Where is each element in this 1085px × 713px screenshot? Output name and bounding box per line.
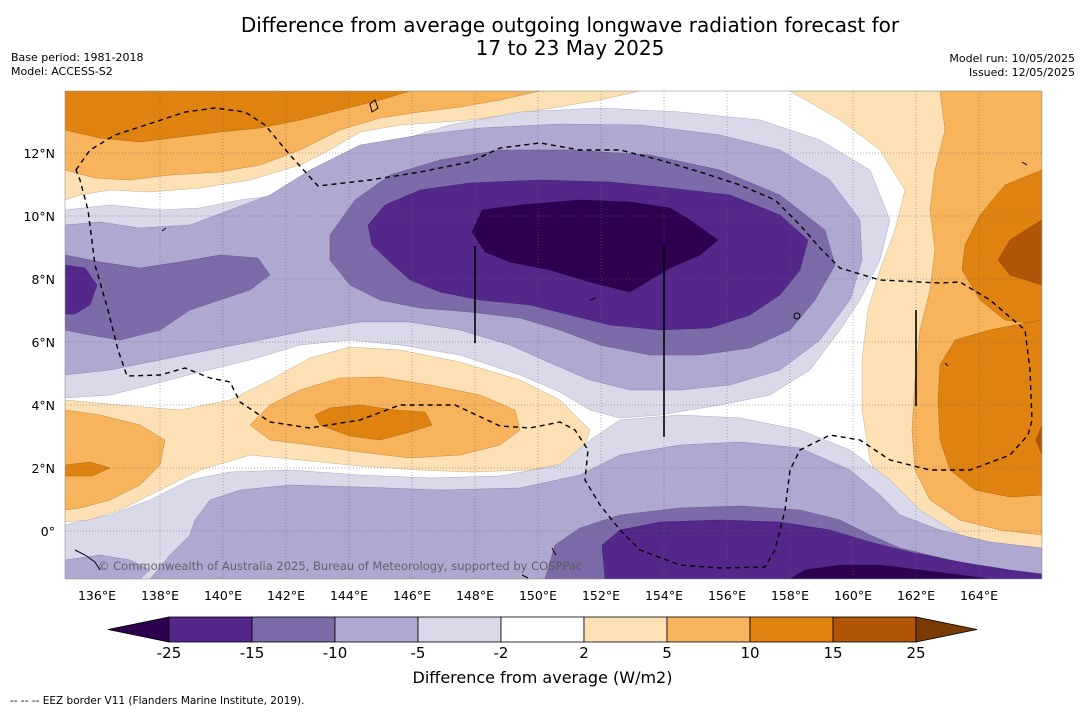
positive-anomaly-west-10 bbox=[65, 461, 111, 477]
lon-label: 164°E bbox=[960, 588, 998, 603]
colorbar-segment bbox=[583, 616, 668, 643]
colorbar-segment bbox=[251, 616, 336, 643]
lon-label: 146°E bbox=[393, 588, 431, 603]
colorbar bbox=[107, 616, 978, 643]
lon-label: 162°E bbox=[897, 588, 935, 603]
model-run: Model run: 10/05/2025 bbox=[949, 52, 1075, 65]
base-period: Base period: 1981-2018 bbox=[11, 51, 144, 64]
cb-tick-label: -10 bbox=[322, 644, 348, 662]
negative-anomaly-south-25 bbox=[789, 564, 991, 579]
model-name: Model: ACCESS-S2 bbox=[11, 65, 113, 78]
lon-label: 150°E bbox=[519, 588, 557, 603]
land-features bbox=[74, 99, 1028, 579]
cb-tick-label: -5 bbox=[410, 644, 426, 662]
positive-anomaly-northwest-10 bbox=[65, 91, 411, 143]
meta-left: Base period: 1981-2018 Model: ACCESS-S2 bbox=[11, 51, 143, 79]
negative-anomaly-southwest bbox=[65, 554, 151, 579]
copyright-credit: © Commonwealth of Australia 2025, Bureau… bbox=[98, 559, 582, 573]
lon-label: 142°E bbox=[267, 588, 305, 603]
lon-label: 136°E bbox=[78, 588, 116, 603]
longitude-labels: 136°E 138°E 140°E 142°E 144°E 146°E 148°… bbox=[78, 588, 998, 603]
colorbar-segment bbox=[500, 616, 585, 643]
negative-anomaly-north-25 bbox=[471, 199, 719, 293]
anomaly-field: © Commonwealth of Australia 2025, Bureau… bbox=[65, 91, 1042, 579]
title-line-1: Difference from average outgoing longwav… bbox=[240, 13, 900, 37]
cb-tick-label: 5 bbox=[662, 644, 672, 662]
negative-anomaly-west-15 bbox=[65, 264, 98, 315]
title-line-2: 17 to 23 May 2025 bbox=[475, 36, 665, 60]
cb-tick-label: -2 bbox=[493, 644, 509, 662]
lon-label: 148°E bbox=[456, 588, 494, 603]
lat-label: 6°N bbox=[31, 335, 55, 350]
cb-tick-label: -15 bbox=[239, 644, 265, 662]
lon-label: 152°E bbox=[582, 588, 620, 603]
positive-anomaly-east-15 bbox=[997, 219, 1042, 286]
colorbar-extend-high bbox=[915, 616, 978, 643]
lat-label: 8°N bbox=[31, 272, 55, 287]
colorbar-segment bbox=[666, 616, 751, 643]
map-title: Difference from average outgoing longwav… bbox=[0, 14, 1085, 60]
lat-label: 10°N bbox=[23, 209, 55, 224]
colorbar-segment bbox=[168, 616, 253, 643]
lon-label: 156°E bbox=[708, 588, 746, 603]
colorbar-segment bbox=[334, 616, 419, 643]
colorbar-segment bbox=[832, 616, 917, 643]
lon-label: 144°E bbox=[330, 588, 368, 603]
positive-anomaly-east-10b bbox=[937, 319, 1042, 498]
colorbar-extend-low bbox=[107, 616, 170, 643]
cb-tick-label: 25 bbox=[906, 644, 926, 662]
colorbar-segment bbox=[749, 616, 834, 643]
eez-footnote: -- -- -- EEZ border V11 (Flanders Marine… bbox=[10, 695, 305, 707]
cb-tick-label: -25 bbox=[156, 644, 182, 662]
lon-label: 154°E bbox=[645, 588, 683, 603]
positive-anomaly-west bbox=[65, 409, 166, 511]
cb-tick-label: 2 bbox=[579, 644, 589, 662]
lon-label: 160°E bbox=[834, 588, 872, 603]
lon-label: 158°E bbox=[771, 588, 809, 603]
cb-tick-label: 15 bbox=[823, 644, 843, 662]
negative-anomaly-north-10 bbox=[65, 254, 271, 341]
lat-label: 0° bbox=[41, 524, 55, 539]
meta-right: Model run: 10/05/2025 Issued: 12/05/2025 bbox=[949, 52, 1075, 80]
colorbar-segment bbox=[417, 616, 502, 643]
latitude-labels: 12°N 10°N 8°N 6°N 4°N 2°N 0° bbox=[23, 146, 55, 539]
issued-date: Issued: 12/05/2025 bbox=[968, 66, 1075, 79]
negative-anomaly-south-15 bbox=[601, 519, 1042, 579]
lat-label: 4°N bbox=[31, 398, 55, 413]
lat-label: 2°N bbox=[31, 461, 55, 476]
lon-label: 138°E bbox=[141, 588, 179, 603]
lon-label: 140°E bbox=[204, 588, 242, 603]
map-frame bbox=[64, 90, 1043, 580]
colorbar-title: Difference from average (W/m2) bbox=[412, 668, 673, 687]
cb-tick-label: 10 bbox=[740, 644, 760, 662]
lat-label: 12°N bbox=[23, 146, 55, 161]
positive-anomaly-south-central-10 bbox=[314, 404, 433, 441]
positive-anomaly-east-15b bbox=[1035, 424, 1042, 456]
data-gap-lines bbox=[474, 246, 917, 437]
eez-border bbox=[75, 107, 1033, 569]
